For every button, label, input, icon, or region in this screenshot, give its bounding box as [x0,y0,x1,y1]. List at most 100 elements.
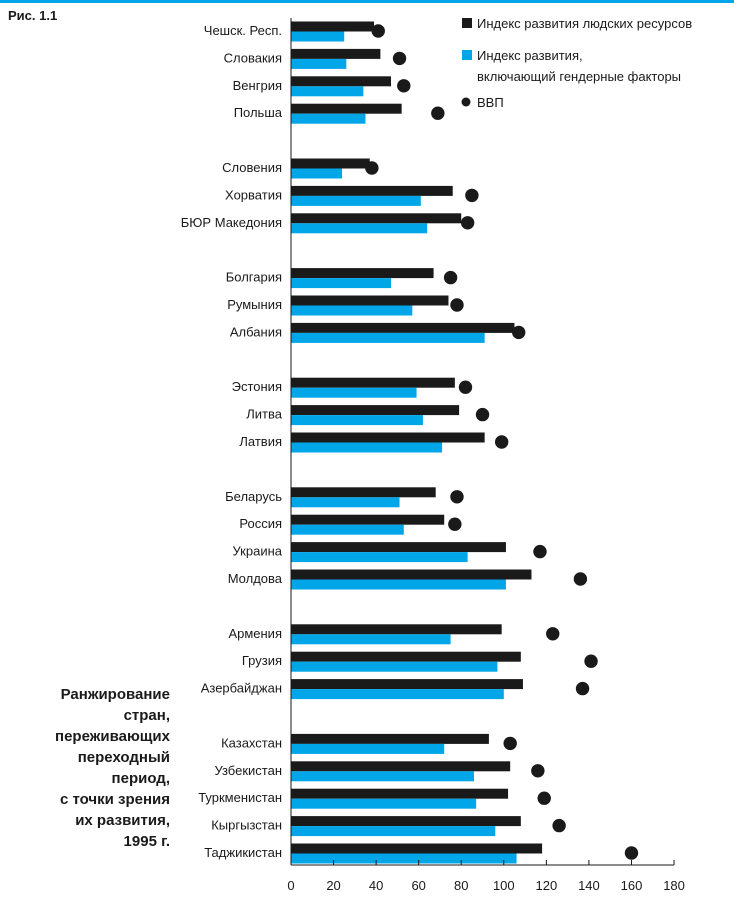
x-tick-label: 40 [369,878,383,893]
category-label: Венгрия [233,78,282,93]
gdp-dot [537,791,551,805]
category-label: Эстония [232,379,282,394]
category-label: Чешск. Респ. [204,23,282,38]
figure-label: Рис. 1.1 [8,8,58,23]
x-tick-label: 80 [454,878,468,893]
category-label: Азербайджан [201,681,282,696]
category-label: Словакия [224,50,282,65]
bar-gdi [291,579,506,590]
x-tick-label: 140 [578,878,600,893]
x-tick-label: 20 [326,878,340,893]
bar-hdi [291,405,460,416]
bar-hdi [291,76,392,87]
gdp-dot [460,216,475,230]
category-label: Армения [228,626,282,641]
bar-gdi [291,387,417,398]
x-tick-label: 120 [536,878,558,893]
bar-gdi [291,853,517,864]
gdp-dot [371,24,385,38]
gdp-dot [450,490,464,504]
bar-gdi [291,86,364,97]
chart-caption: Ранжирование стран, переживающих переход… [55,686,170,850]
x-tick-label: 0 [287,878,294,893]
bar-hdi [291,542,506,553]
category-labels: Чешск. Респ. Словакия Венгрия Польша Словени… [181,23,283,860]
legend: Индекс развития людских ресурсов Индекс р… [461,16,692,110]
bar-gdi [291,524,404,535]
dots-layer [365,24,639,860]
gdp-dot [575,681,590,696]
category-label: Болгария [226,270,282,285]
x-tick-label: 60 [411,878,425,893]
gdp-dot [431,106,445,120]
category-label: Латвия [239,434,282,449]
bar-hdi [291,185,453,196]
bar-hdi [291,514,445,525]
x-axis: 0 20 40 60 80 100 120 140 160 180 [287,18,685,893]
bar-hdi [291,761,511,772]
gdp-dot [573,572,588,586]
category-label: Словения [222,160,282,175]
bar-gdi [291,113,366,124]
bar-hdi [291,733,489,744]
category-label: Украина [233,544,283,559]
bar-gdi [291,661,498,672]
bar-gdi [291,634,451,645]
gdp-dot [552,818,566,833]
bar-hdi [291,377,455,388]
bar-hdi [291,48,381,59]
category-label: Таджикистан [204,845,282,860]
bar-hdi [291,21,374,32]
bar-hdi [291,679,523,690]
category-label: БЮР Македония [181,215,282,230]
gdp-dot [546,627,560,641]
x-tick-label: 160 [621,878,643,893]
bar-gdi [291,415,423,426]
bar-gdi [291,195,421,206]
bar-gdi [291,689,504,700]
bar-gdi [291,497,400,508]
bar-hdi [291,487,436,498]
gdp-dot [494,435,509,449]
category-label: Туркменистан [198,790,282,805]
bar-gdi [291,826,496,837]
bar-gdi [291,798,477,809]
gdp-dot [475,407,490,422]
legend-label-gdp: ВВП [477,95,504,110]
category-label: Казахстан [221,735,282,750]
gdp-dot [584,654,598,668]
bar-hdi [291,268,434,279]
category-label: Польша [234,105,283,120]
bar-hdi [291,158,370,169]
bar-gdi [291,58,347,69]
bar-hdi [291,213,462,224]
category-label: Грузия [242,653,282,668]
category-label: Румыния [227,297,282,312]
gdp-dot [365,161,379,175]
gdp-dot [458,380,473,394]
bar-gdi [291,305,413,316]
gdp-dot [450,298,464,312]
bar-hdi [291,624,502,635]
bar-gdi [291,442,443,453]
legend-swatch-hdi [462,18,472,28]
top-rule [0,0,734,3]
gdp-dot [448,517,462,531]
bar-gdi [291,552,468,563]
bar-gdi [291,332,485,343]
legend-label-gdi: включающий гендерные факторы [477,69,681,84]
gdp-dot [443,270,458,285]
x-tick-label: 180 [663,878,685,893]
bar-hdi [291,103,402,114]
legend-swatch-gdp [461,97,471,107]
bar-hdi [291,651,521,662]
gdp-dot [531,764,545,778]
bars-layer [291,21,543,864]
bar-hdi [291,569,532,580]
gdp-dot [533,544,547,559]
gdp-dot [503,736,517,751]
gdp-dot [465,188,479,203]
bar-gdi [291,743,445,754]
category-label: Россия [239,516,282,531]
